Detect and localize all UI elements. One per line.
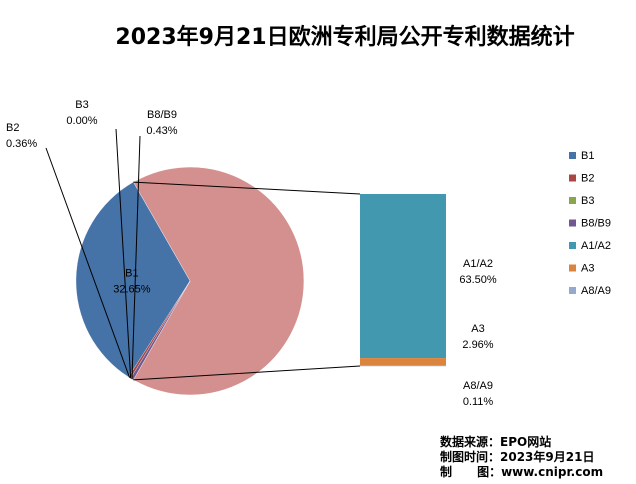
pie-slice-other (132, 166, 305, 396)
legend-swatch (569, 197, 576, 204)
legend-label: A3 (581, 263, 594, 275)
data-label-category: B3 (75, 99, 88, 111)
legend-label: B2 (581, 173, 594, 185)
data-label-category: A8/A9 (463, 380, 493, 392)
chart-title: 2023年9月21日欧洲专利局公开专利数据统计 (115, 24, 574, 50)
data-label-value: 0.00% (66, 115, 97, 127)
bar-segment-a3 (360, 358, 446, 366)
bar-segment-a8-a9 (360, 365, 446, 367)
legend-item-b8-b9: B8/B9 (569, 218, 611, 230)
pie-slice-b1 (75, 181, 191, 378)
data-label-value: 0.36% (6, 138, 37, 150)
data-label-category: B8/B9 (147, 109, 177, 121)
leader-line-b3 (115, 128, 132, 379)
connector-line-bottom (133, 365, 361, 381)
data-label-value: 63.50% (459, 274, 497, 286)
data-label-value: 2.96% (462, 339, 493, 351)
legend-swatch (569, 152, 576, 159)
data-label-a8-a9: A8/A9 0.11% (463, 380, 494, 408)
data-label-value: 32.65% (113, 283, 151, 295)
legend-item-a3: A3 (569, 263, 594, 275)
data-label-value: 0.43% (146, 125, 177, 137)
source-line: 数据来源：EPO网站 (440, 434, 551, 449)
legend-item-b1: B1 (569, 150, 594, 162)
legend-item-a8-a9: A8/A9 (569, 285, 611, 297)
data-label-b2: B2 0.36% (6, 122, 37, 150)
legend-item-a1-a2: A1/A2 (569, 240, 611, 252)
data-label-a1-a2: A1/A2 63.50% (459, 258, 497, 286)
legend-item-b2: B2 (569, 173, 594, 185)
legend-label: A8/A9 (581, 285, 611, 297)
data-label-category: B1 (125, 267, 138, 279)
source-line: 制图时间：2023年9月21日 (440, 449, 594, 464)
data-label-category: A3 (471, 323, 484, 335)
data-label-b8-b9: B8/B9 0.43% (146, 109, 177, 137)
data-label-value: 0.11% (463, 396, 494, 408)
connector-line-top (133, 181, 361, 195)
legend-swatch (569, 264, 576, 272)
legend-swatch (569, 174, 576, 182)
legend-swatch (569, 219, 576, 227)
source-line: 制 图：www.cnipr.com (440, 464, 603, 479)
data-label-category: A1/A2 (463, 258, 493, 270)
data-label-category: B2 (6, 122, 19, 134)
legend-label: B3 (581, 195, 594, 207)
bar-segment-a1-a2 (360, 194, 446, 359)
data-label-a3: A3 2.96% (462, 323, 493, 351)
legend-label: B1 (581, 150, 594, 162)
legend-item-b3: B3 (569, 195, 594, 207)
legend-swatch (569, 242, 576, 249)
leader-line-b2 (45, 147, 131, 378)
legend-swatch (569, 287, 576, 294)
leader-line-b8-b9 (131, 135, 141, 380)
data-label-b3: B3 0.00% (66, 99, 97, 127)
legend-label: A1/A2 (581, 240, 611, 252)
legend-label: B8/B9 (581, 218, 611, 230)
